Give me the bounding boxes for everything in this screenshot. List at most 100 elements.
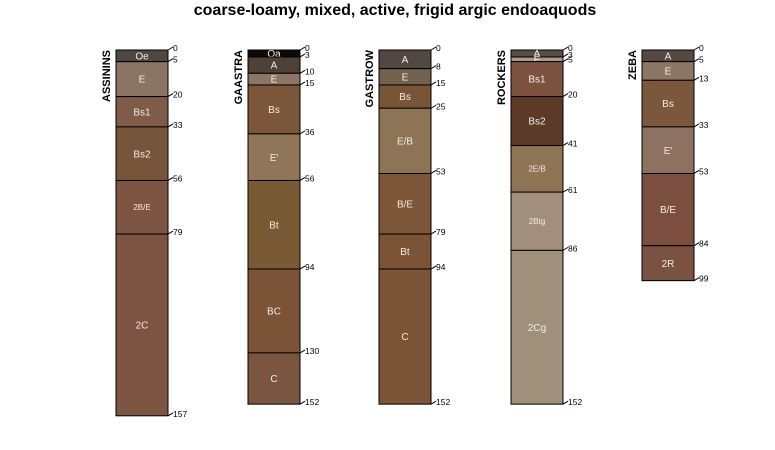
horizon-bs1: Bs1: [115, 96, 169, 128]
soil-profile-rockers: ROCKERS AE Bs1 Bs2 2E/B 2Btg 2Cg 035 20 41 61 86 152: [496, 43, 582, 407]
depth-label: 53: [436, 166, 446, 176]
depth-tick: [562, 400, 569, 405]
horizon-label: 2Btg: [529, 217, 545, 226]
horizon-label: Bs: [399, 92, 411, 103]
horizon-2e-b: 2E/B: [510, 145, 564, 193]
horizon-label: A: [665, 51, 672, 62]
depth-tick: [693, 170, 700, 174]
horizon-label: Bs: [662, 99, 674, 110]
horizon-fill: [247, 268, 301, 354]
depth-label: 56: [305, 173, 315, 183]
depth-tick: [430, 104, 437, 109]
horizon-bs1: Bs1: [510, 61, 564, 98]
depth-label: 0: [173, 43, 178, 53]
depth-label: 33: [699, 120, 709, 130]
horizon-fill: [115, 233, 169, 417]
depth-tick: [693, 46, 700, 51]
depth-label: 8: [436, 62, 441, 72]
depth-label: 36: [305, 127, 315, 137]
horizon-fill: [378, 268, 432, 405]
horizon-label: Oa: [267, 49, 281, 60]
horizon-fill: [641, 245, 695, 282]
depth-label: 53: [699, 166, 709, 176]
horizon-fill: [115, 126, 169, 181]
depth-label: 130: [305, 346, 319, 356]
depth-label: 15: [305, 78, 315, 88]
depth-label: 3: [568, 50, 573, 60]
depth-label: 33: [173, 120, 183, 130]
horizon-fill: [115, 179, 169, 235]
depth-label: 84: [699, 239, 709, 249]
horizon-bs2: Bs2: [115, 126, 169, 181]
horizon-fill: [247, 179, 301, 270]
depth-tick: [167, 230, 174, 235]
depth-tick: [562, 188, 569, 193]
depth-label: 61: [568, 185, 578, 195]
horizon-a: A: [641, 49, 695, 62]
profile-name: GASTROW: [364, 49, 376, 107]
horizon-label: A: [271, 61, 278, 72]
horizon-b-e: B/E: [641, 172, 695, 247]
horizon-label: E: [665, 67, 672, 78]
profile-name: ROCKERS: [496, 50, 508, 105]
horizon-b-e: B/E: [378, 172, 432, 235]
figure-title: coarse-loamy, mixed, active, frigid argi…: [193, 2, 597, 19]
depth-tick: [562, 142, 569, 146]
depth-label: 56: [173, 173, 183, 183]
depth-tick: [562, 53, 569, 58]
depth-label: 152: [568, 397, 582, 407]
horizon-a: A: [247, 56, 301, 74]
soil-profile-assinins: ASSININS Oe E Bs1 Bs2 2B/E 2C 0 5 20 33 56 79 157: [101, 43, 187, 419]
depth-tick: [299, 177, 306, 181]
horizon-label: Oe: [135, 51, 149, 62]
depth-tick: [693, 76, 700, 81]
horizon-fill: [247, 84, 301, 135]
depth-tick: [562, 246, 569, 251]
horizon-bt: Bt: [247, 179, 301, 270]
horizon-fill: [510, 145, 564, 193]
horizon-bs: Bs: [641, 79, 695, 128]
profile-name: ASSININS: [101, 50, 113, 102]
horizon-label: BC: [267, 307, 281, 318]
horizon-label: E: [139, 75, 146, 86]
depth-label: 3: [305, 50, 310, 60]
depth-label: 86: [568, 243, 578, 253]
depth-tick: [430, 65, 437, 70]
horizon-2btg: 2Btg: [510, 191, 564, 251]
depth-label: 0: [699, 43, 704, 53]
horizon-c: C: [247, 352, 301, 405]
depth-label: 20: [568, 90, 578, 100]
horizon-fill: [510, 249, 564, 405]
depth-label: 0: [305, 43, 310, 53]
horizon-label: Bs1: [528, 75, 546, 86]
horizon-label: 2Cg: [528, 323, 546, 334]
horizon-label: Bs2: [528, 117, 546, 128]
horizon-e-: E': [641, 126, 695, 174]
depth-label: 94: [436, 262, 446, 272]
depth-tick: [430, 400, 437, 405]
depth-tick: [299, 130, 306, 135]
depth-tick: [299, 53, 306, 58]
depth-tick: [167, 412, 174, 417]
horizon-oe: Oe: [115, 49, 169, 62]
horizon-label: Bt: [269, 220, 279, 231]
profile-name: GAASTRA: [233, 50, 245, 104]
depth-label: 10: [305, 66, 315, 76]
depth-tick: [430, 81, 437, 86]
horizon-fill: [510, 96, 564, 147]
depth-tick: [167, 46, 174, 51]
depth-label: 152: [436, 397, 450, 407]
depth-tick: [167, 123, 174, 128]
depth-label: 0: [568, 43, 573, 53]
depth-label: 94: [305, 262, 315, 272]
horizon-label: E: [402, 72, 409, 83]
horizon-e-b: E/B: [378, 107, 432, 174]
horizon-label: Bs1: [133, 107, 151, 118]
depth-tick: [430, 230, 437, 235]
depth-tick: [562, 58, 569, 63]
horizon-label: E/B: [397, 136, 413, 147]
horizon-fill: [378, 172, 432, 235]
horizon-bs2: Bs2: [510, 96, 564, 147]
depth-tick: [562, 93, 569, 98]
